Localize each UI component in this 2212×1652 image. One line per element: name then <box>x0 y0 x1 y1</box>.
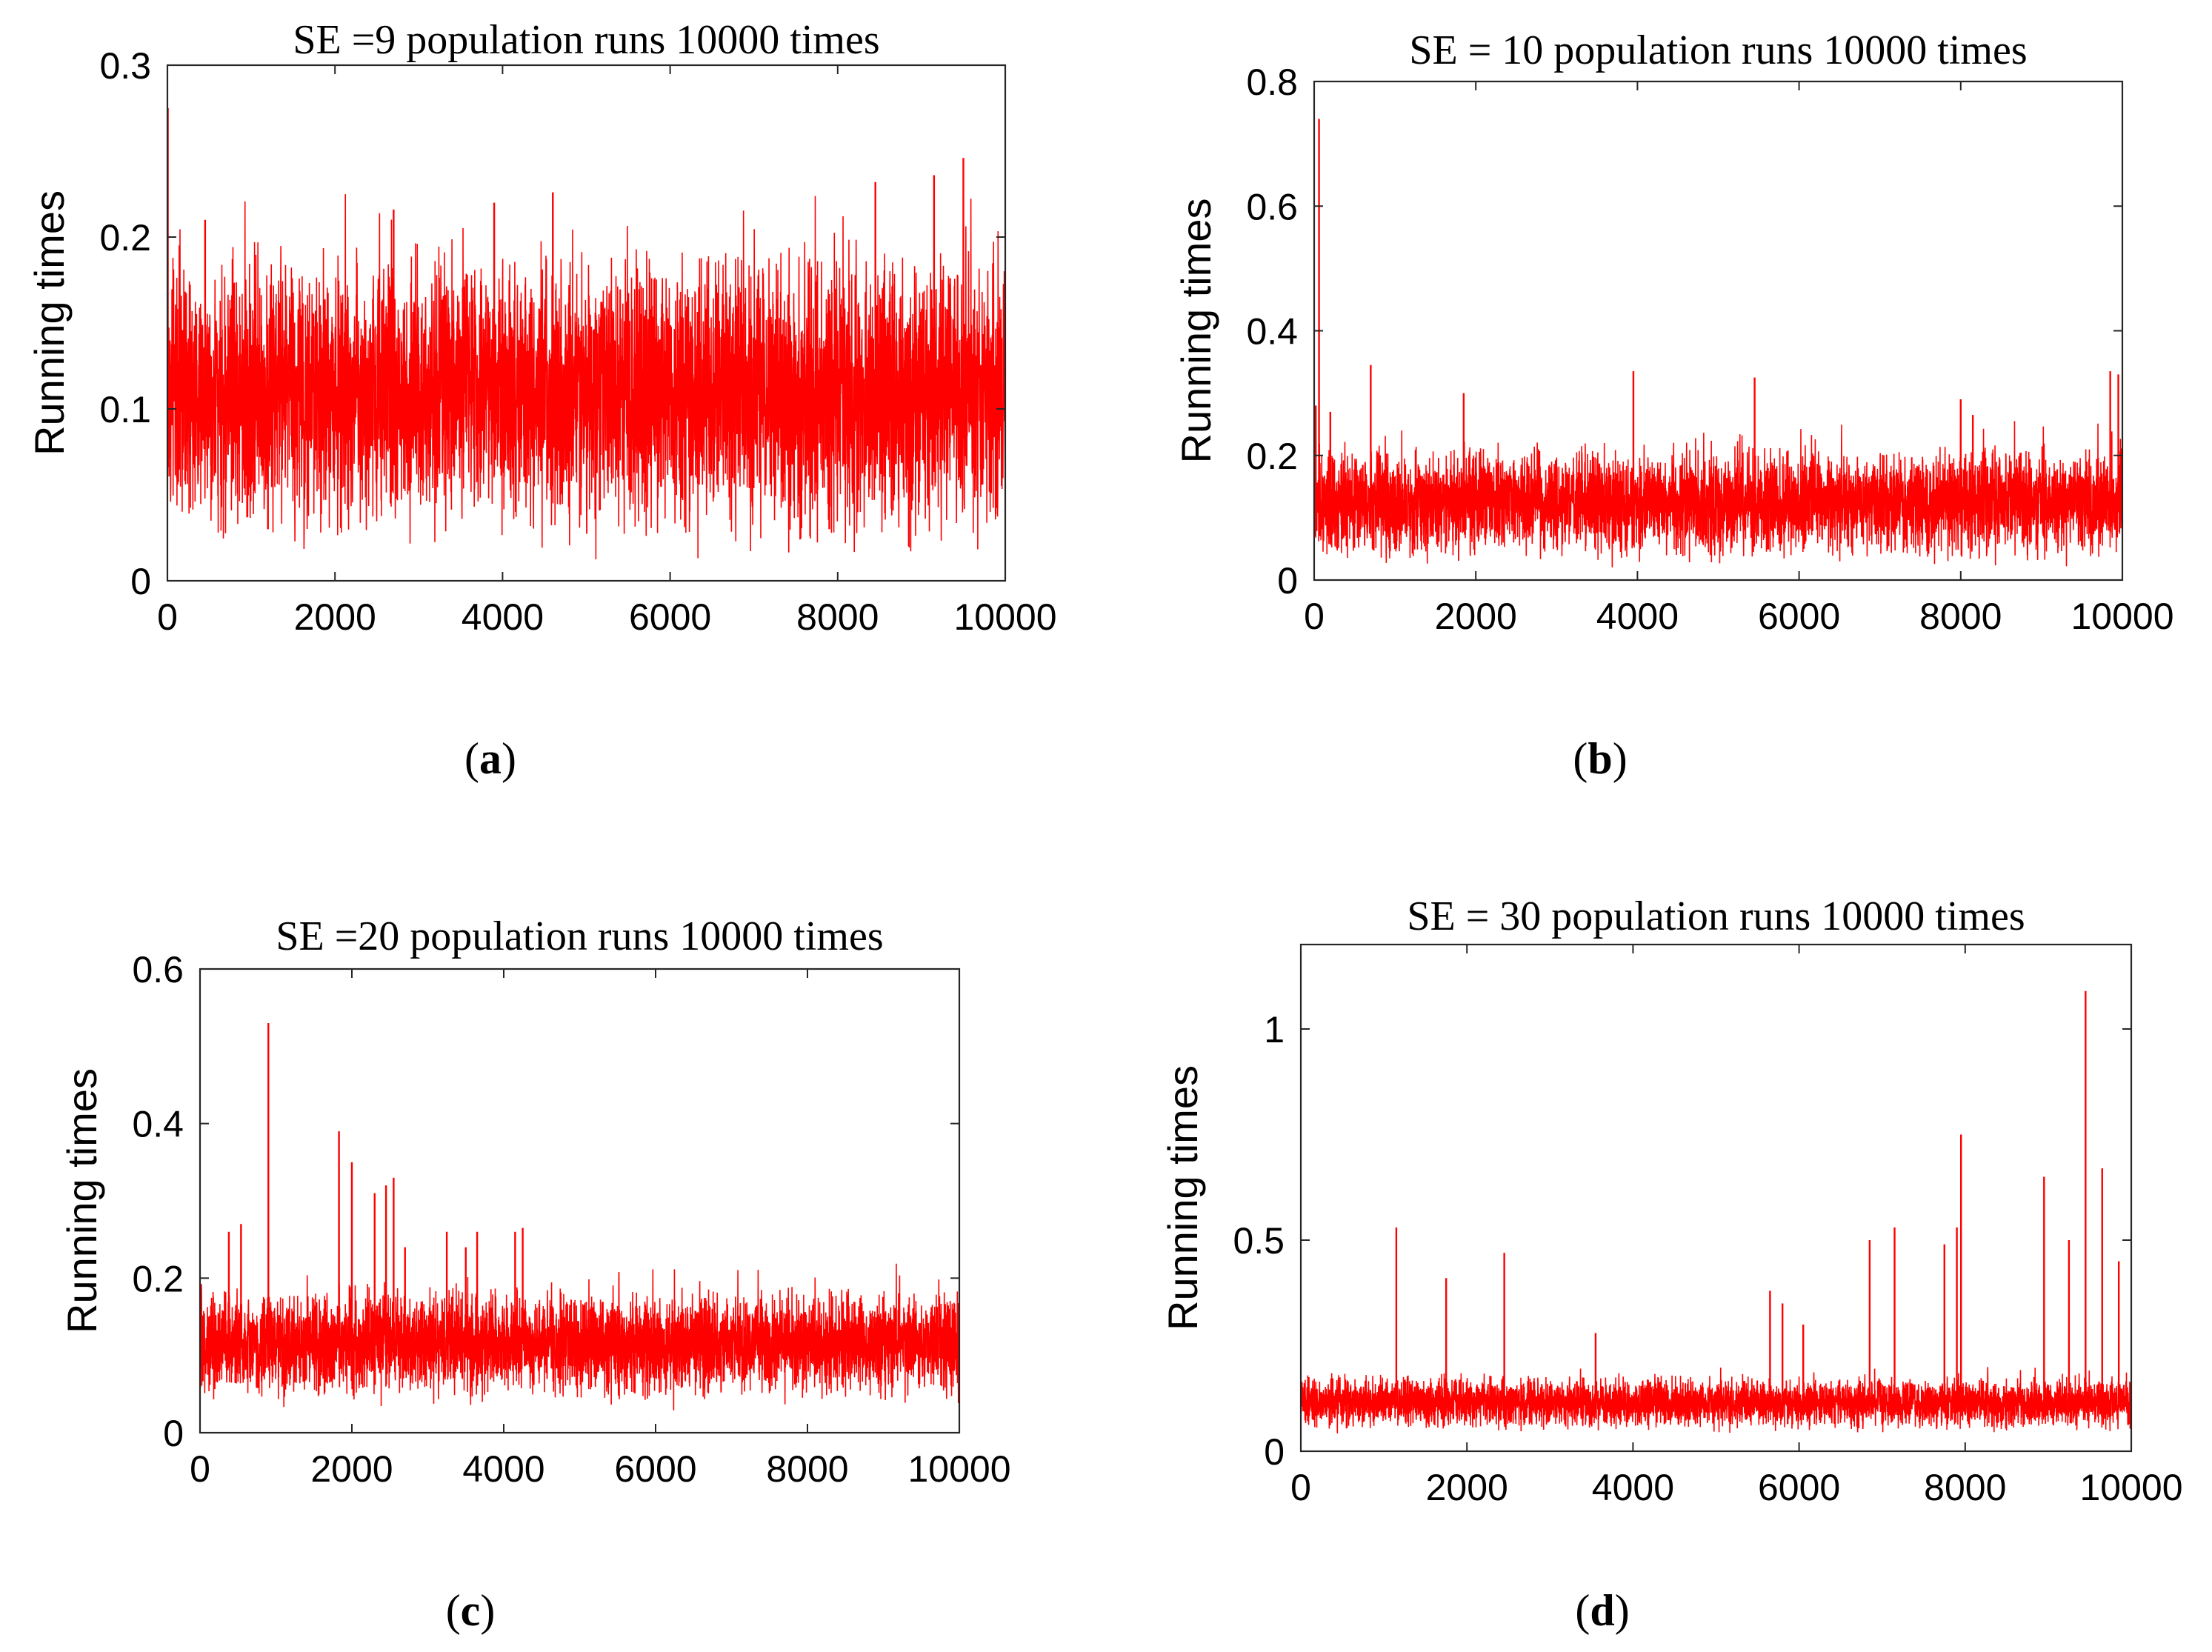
x-tick-label-b-1: 2000 <box>1435 596 1517 637</box>
x-tick-label-b-2: 4000 <box>1596 596 1679 637</box>
x-tick-label-b-4: 8000 <box>1919 596 2002 637</box>
y-tick-label-c-2: 0.4 <box>132 1104 184 1145</box>
caption-d: (d) <box>1575 1586 1630 1635</box>
chart-title-b: SE = 10 population runs 10000 times <box>1409 27 2027 73</box>
panel-d: 0 2000 4000 6000 8000 10000 0 0.5 1 SE = 30 popul… <box>1106 826 2212 1652</box>
series-line-b <box>1314 421 2122 567</box>
caption-a: (a) <box>464 734 516 783</box>
y-tick-label-d-1: 0.5 <box>1233 1220 1285 1262</box>
y-tick-label-b-3: 0.6 <box>1246 186 1298 227</box>
y-tick-label-b-1: 0.2 <box>1246 436 1298 477</box>
chart-a: 0 2000 4000 6000 8000 10000 0 0.1 0.2 0.3 SE =9 po… <box>26 17 1057 638</box>
y-tick-label-a-3: 0.3 <box>99 45 151 87</box>
x-tick-label-d-3: 6000 <box>1758 1467 1840 1508</box>
x-tick-label-c-0: 0 <box>190 1448 210 1490</box>
x-tick-label-a-2: 4000 <box>462 596 544 638</box>
y-tick-label-d-2: 1 <box>1264 1009 1285 1050</box>
y-tick-label-c-3: 0.6 <box>132 949 184 990</box>
x-tick-label-d-1: 2000 <box>1426 1467 1508 1508</box>
series-line-d <box>1301 1367 2131 1433</box>
x-tick-label-d-0: 0 <box>1290 1467 1311 1508</box>
chart-c: 0 2000 4000 6000 8000 10000 0 0.2 0.4 0.6 SE =20 p… <box>59 913 1011 1490</box>
y-axis-label-b: Running times <box>1173 199 1219 464</box>
x-tick-label-c-1: 2000 <box>310 1448 393 1490</box>
y-tick-label-b-2: 0.4 <box>1246 311 1298 353</box>
x-tick-label-d-4: 8000 <box>1924 1467 2006 1508</box>
x-tick-label-d-5: 10000 <box>2079 1467 2182 1508</box>
series-line-a <box>167 194 1005 559</box>
panel-a: 0 2000 4000 6000 8000 10000 0 0.1 0.2 0.3 SE =9 po… <box>0 0 1106 826</box>
y-tick-label-d-0: 0 <box>1264 1431 1285 1473</box>
x-tick-label-a-0: 0 <box>157 596 178 638</box>
x-tick-label-c-3: 6000 <box>614 1448 696 1490</box>
y-tick-label-a-2: 0.2 <box>99 217 151 259</box>
caption-c: (c) <box>445 1586 496 1635</box>
x-tick-label-a-4: 8000 <box>796 596 879 638</box>
y-axis-label-a: Running times <box>26 190 73 456</box>
x-tick-label-c-2: 4000 <box>462 1448 544 1490</box>
x-tick-label-c-4: 8000 <box>766 1448 848 1490</box>
x-tick-label-b-3: 6000 <box>1758 596 1840 637</box>
plot-frame-d <box>1299 943 2133 1453</box>
y-tick-label-a-0: 0 <box>130 561 151 602</box>
y-tick-label-a-1: 0.1 <box>99 389 151 430</box>
y-axis-label-c: Running times <box>59 1068 105 1333</box>
x-tick-label-b-0: 0 <box>1304 596 1325 637</box>
x-tick-label-a-5: 10000 <box>953 596 1056 638</box>
y-tick-label-b-0: 0 <box>1277 560 1298 602</box>
panel-b: 0 2000 4000 6000 8000 10000 0 0.2 0.4 0.6 0.8 SE = … <box>1106 0 2212 826</box>
chart-title-d: SE = 30 population runs 10000 times <box>1407 893 2025 939</box>
series-line-c <box>200 1263 959 1410</box>
plot-frame-c <box>199 967 961 1434</box>
x-tick-label-d-2: 4000 <box>1592 1467 1674 1508</box>
y-tick-label-b-4: 0.8 <box>1246 61 1298 103</box>
y-tick-label-c-0: 0 <box>163 1413 184 1454</box>
x-tick-label-a-1: 2000 <box>294 596 376 638</box>
x-tick-label-a-3: 6000 <box>629 596 711 638</box>
y-tick-label-c-1: 0.2 <box>132 1258 184 1299</box>
panel-c: 0 2000 4000 6000 8000 10000 0 0.2 0.4 0.6 SE =20 p… <box>0 826 1106 1652</box>
caption-b: (b) <box>1573 734 1628 783</box>
chart-d: 0 2000 4000 6000 8000 10000 0 0.5 1 SE = 30 popul… <box>1159 893 2183 1508</box>
chart-title-a: SE =9 population runs 10000 times <box>293 17 879 63</box>
chart-title-c: SE =20 population runs 10000 times <box>276 913 883 959</box>
x-tick-label-c-5: 10000 <box>907 1448 1010 1490</box>
x-tick-label-b-5: 10000 <box>2071 596 2173 637</box>
y-axis-label-d: Running times <box>1159 1065 1206 1330</box>
plot-frame-a <box>166 64 1007 582</box>
chart-b: 0 2000 4000 6000 8000 10000 0 0.2 0.4 0.6 0.8 SE = … <box>1173 27 2174 637</box>
